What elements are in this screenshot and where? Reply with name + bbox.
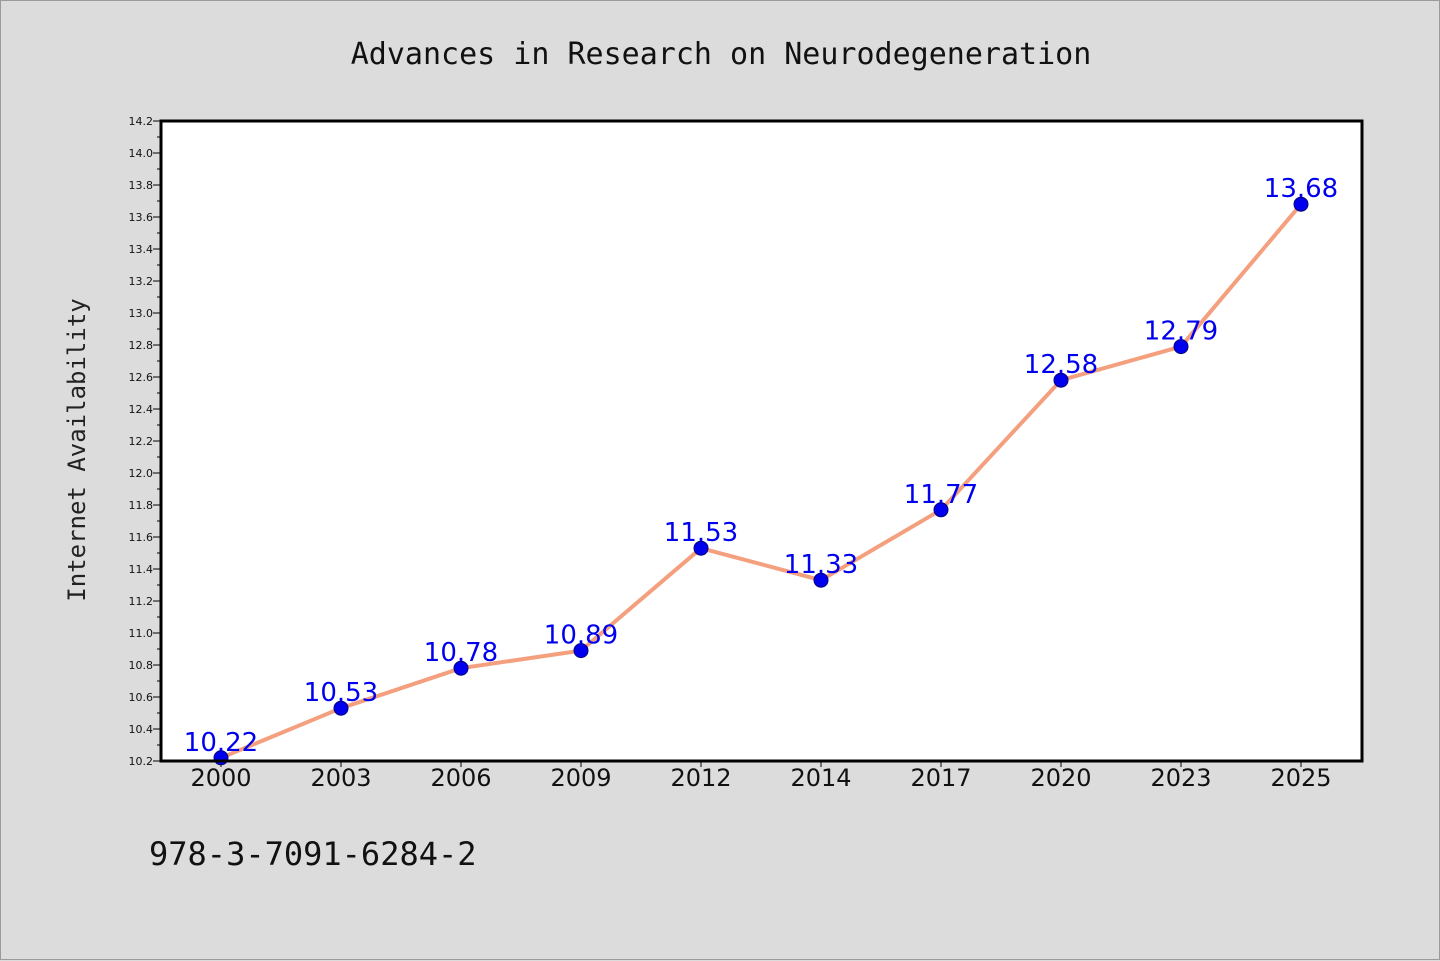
data-label: 13.68 bbox=[1264, 174, 1338, 204]
chart-title: Advances in Research on Neurodegeneratio… bbox=[351, 37, 1092, 72]
x-tick-label: 2009 bbox=[550, 764, 611, 792]
x-axis: 2000 2003 2006 2009 2012 2014 2017 2020 2023 2025 bbox=[190, 761, 1332, 792]
y-tick-label: 11.6 bbox=[129, 531, 154, 544]
y-tick-label: 13.0 bbox=[129, 307, 154, 320]
data-label: 11.53 bbox=[664, 518, 738, 548]
data-label: 10.22 bbox=[184, 728, 258, 758]
x-tick-label: 2020 bbox=[1030, 764, 1091, 792]
y-tick-label: 11.8 bbox=[129, 499, 154, 512]
y-tick-label: 12.8 bbox=[129, 339, 154, 352]
series-line bbox=[219, 202, 1303, 760]
x-tick-label: 2025 bbox=[1270, 764, 1331, 792]
y-tick-label: 10.4 bbox=[129, 723, 154, 736]
data-point bbox=[1293, 196, 1309, 212]
series-layer: 10.22 10.53 10.78 10.89 11.53 11.33 11.77 12.58… bbox=[184, 174, 1338, 766]
y-tick-label: 11.4 bbox=[129, 563, 154, 576]
y-tick-label: 12.4 bbox=[129, 403, 154, 416]
y-tick-label: 11.2 bbox=[129, 595, 154, 608]
x-tick-label: 2014 bbox=[790, 764, 851, 792]
plot-frame bbox=[159, 119, 1364, 763]
data-point bbox=[453, 660, 469, 676]
y-tick-label: 13.2 bbox=[129, 275, 154, 288]
y-axis-label: Internet Availability bbox=[63, 298, 91, 601]
y-tick-label: 14.0 bbox=[129, 147, 154, 160]
plot-area bbox=[161, 121, 1362, 761]
y-tick-label: 10.2 bbox=[129, 755, 154, 768]
y-tick-label: 13.4 bbox=[129, 243, 154, 256]
data-label: 10.89 bbox=[544, 621, 618, 651]
data-label: 10.53 bbox=[304, 678, 378, 708]
data-label: 12.79 bbox=[1144, 317, 1218, 347]
data-point bbox=[1053, 372, 1069, 388]
y-axis: 10.2 10.4 10.6 10.8 11.0 11.2 11.4 11.6 11.8 12.0… bbox=[129, 115, 161, 768]
x-tick-label: 2000 bbox=[190, 764, 251, 792]
x-tick-label: 2006 bbox=[430, 764, 491, 792]
footer-isbn: 978-3-7091-6284-2 bbox=[149, 835, 477, 873]
data-point bbox=[573, 643, 589, 659]
y-tick-label: 12.6 bbox=[129, 371, 154, 384]
y-tick-label: 13.8 bbox=[129, 179, 154, 192]
y-tick-label: 14.2 bbox=[129, 115, 154, 128]
y-tick-label: 12.2 bbox=[129, 435, 154, 448]
x-tick-label: 2017 bbox=[910, 764, 971, 792]
data-label: 12.58 bbox=[1024, 350, 1098, 380]
data-point bbox=[933, 502, 949, 518]
data-point bbox=[693, 540, 709, 556]
y-tick-label: 11.0 bbox=[129, 627, 154, 640]
data-label: 10.78 bbox=[424, 638, 498, 668]
data-label: 11.33 bbox=[784, 550, 858, 580]
x-tick-label: 2012 bbox=[670, 764, 731, 792]
data-label: 11.77 bbox=[904, 480, 978, 510]
data-point bbox=[813, 572, 829, 588]
data-point bbox=[333, 700, 349, 716]
y-tick-label: 10.6 bbox=[129, 691, 154, 704]
x-tick-label: 2003 bbox=[310, 764, 371, 792]
x-tick-label: 2023 bbox=[1150, 764, 1211, 792]
data-point bbox=[1173, 339, 1189, 355]
y-tick-label: 12.0 bbox=[129, 467, 154, 480]
y-tick-label: 10.8 bbox=[129, 659, 154, 672]
y-tick-label: 13.6 bbox=[129, 211, 154, 224]
